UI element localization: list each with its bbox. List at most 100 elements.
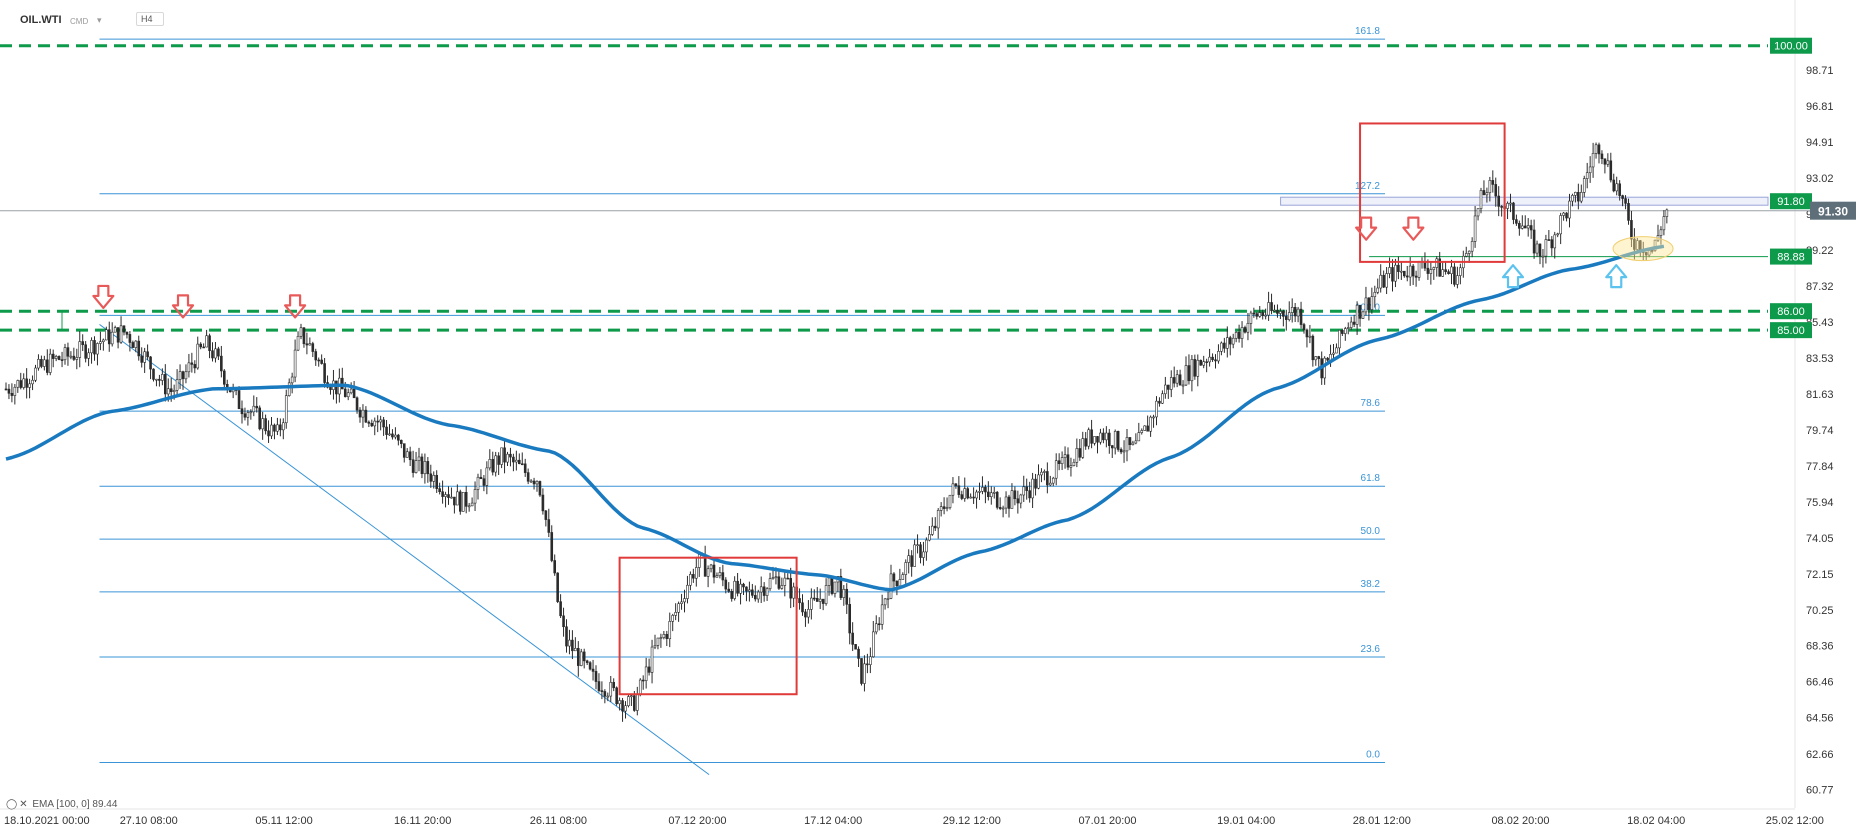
candle-body [420, 456, 424, 475]
candle-body [644, 666, 648, 681]
candle-body [1181, 384, 1185, 387]
indicator-legend[interactable]: ◯ ✕ EMA [100, 0] 89.44 [6, 799, 119, 810]
candle-body [1574, 191, 1577, 196]
candle-body [680, 601, 683, 604]
candle-body [187, 362, 191, 373]
chevron-down-icon[interactable]: ▾ [97, 15, 102, 25]
candle-body [544, 510, 548, 520]
candle-body [279, 424, 282, 431]
price-tag-91.80: 91.80 [1770, 193, 1812, 210]
candle-body [402, 443, 406, 458]
candle-body [1261, 312, 1264, 316]
candle-body [43, 359, 46, 367]
candle-body [1078, 448, 1082, 458]
candle-body [84, 344, 87, 359]
candle-body [877, 623, 881, 626]
close-icon[interactable]: ✕ [19, 799, 28, 810]
candle-body [1193, 359, 1197, 377]
up-arrow-icon [1501, 264, 1525, 289]
candle-body [1370, 296, 1374, 310]
candle-body [314, 351, 318, 361]
candle-body [939, 506, 943, 511]
candle-body [957, 485, 961, 495]
candle-body [612, 681, 616, 689]
candle-body [1341, 329, 1344, 334]
candle-body [697, 554, 701, 568]
candle-body [287, 382, 291, 396]
candle-body [1512, 202, 1515, 220]
fib-level-label: 161.8 [1355, 26, 1380, 37]
candle-body [1172, 377, 1176, 384]
candle-body [565, 626, 568, 647]
candle-body [1453, 266, 1456, 285]
candle-body [1175, 374, 1179, 384]
candle-body [1158, 400, 1161, 404]
candle-body [40, 359, 43, 367]
candle-body [721, 572, 725, 581]
candle-body [1529, 225, 1533, 231]
candle-body [184, 371, 188, 380]
price-tag-bg [1770, 248, 1812, 265]
candle-body [1338, 329, 1341, 349]
candle-body [1090, 429, 1093, 444]
candle-body [1252, 312, 1256, 315]
candle-body [470, 502, 474, 507]
candle-body [16, 380, 20, 388]
candle-body [293, 349, 297, 378]
candle-body [1063, 454, 1067, 458]
candle-body [426, 461, 430, 475]
price-axis-tick: 62.66 [1806, 749, 1834, 761]
candle-body [936, 510, 940, 529]
candle-body [777, 576, 781, 589]
candle-body [869, 656, 872, 665]
candle-body [1547, 239, 1551, 241]
price-axis-tick: 66.46 [1806, 677, 1834, 689]
candle-body [1152, 416, 1155, 419]
candle-body [1016, 498, 1020, 504]
candle-body [323, 363, 326, 383]
candle-body [854, 644, 857, 650]
eye-off-icon[interactable]: ◯ [6, 799, 18, 810]
candle-body [243, 413, 247, 418]
candle-body [1432, 267, 1436, 270]
candle-body [1072, 461, 1076, 466]
candle-body [1108, 432, 1111, 446]
candle-body [751, 589, 754, 596]
candle-body [450, 496, 453, 499]
candle-body [1022, 486, 1026, 496]
fib-level-label: 38.2 [1361, 579, 1381, 590]
candle-body [122, 325, 126, 333]
price-tag-100.00: 100.00 [1770, 37, 1812, 54]
candle-body [217, 348, 220, 357]
time-axis-tick: 07.01 20:00 [1078, 815, 1136, 827]
symbol-label[interactable]: OIL.WTI [20, 14, 62, 26]
candle-body [352, 388, 356, 399]
candle-body [1550, 239, 1554, 249]
candle-body [1149, 416, 1152, 432]
candle-body [382, 419, 385, 428]
fib-level-label: 50.0 [1361, 526, 1381, 537]
candle-body [1653, 239, 1657, 251]
price-tag-bg [1770, 303, 1812, 320]
candle-body [161, 374, 164, 381]
candle-body [1314, 356, 1318, 361]
candle-body [1311, 335, 1315, 361]
candle-body [503, 447, 506, 463]
price-tag-86.00: 86.00 [1770, 303, 1812, 320]
candle-body [482, 478, 486, 486]
candle-body [559, 601, 562, 617]
candle-body [491, 459, 495, 473]
price-tag-text: 86.00 [1777, 306, 1805, 318]
candle-body [479, 476, 483, 480]
candle-body [1376, 287, 1380, 293]
candle-body [453, 496, 456, 506]
candle-body [874, 623, 878, 633]
candle-body [538, 481, 542, 496]
candle-body [1523, 225, 1527, 229]
timeframe-selector[interactable]: H4 [136, 12, 164, 26]
candle-body [1099, 432, 1102, 443]
candle-body [880, 604, 884, 625]
candle-body [1264, 314, 1267, 317]
